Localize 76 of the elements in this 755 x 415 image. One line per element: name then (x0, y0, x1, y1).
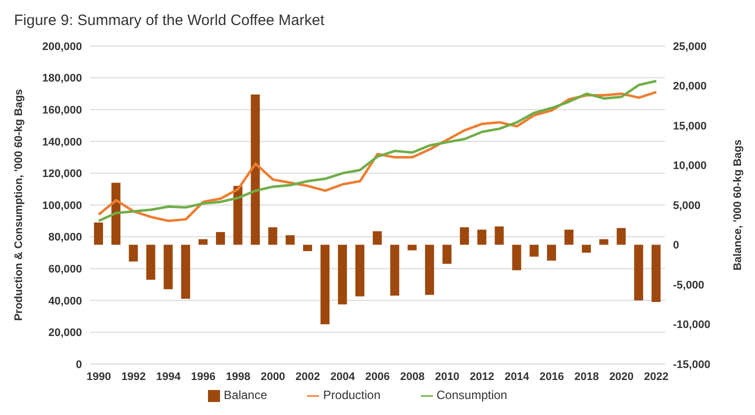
legend-label: Production (323, 388, 381, 402)
y-tick-label: 120,000 (42, 168, 82, 180)
bar (164, 244, 173, 290)
y-tick-label: 160,000 (42, 104, 82, 117)
y-axis-title: Production & Consumption, '000 60-kg Bags (12, 89, 25, 321)
bar (460, 227, 469, 245)
y-tick-label: 180,000 (42, 72, 82, 85)
bar (442, 244, 452, 264)
bar (128, 244, 138, 262)
bar (652, 244, 661, 302)
y-tick-label: 80,000 (48, 232, 82, 244)
y-tick-label: 60,000 (48, 264, 82, 276)
x-tick-label: 2002 (296, 370, 320, 383)
y2-tick-label: 0 (673, 240, 680, 252)
y2-tick-label: -5,000 (673, 279, 704, 292)
x-tick-label: 2016 (540, 370, 564, 383)
y-tick-label: 100,000 (42, 200, 82, 212)
bar (582, 244, 591, 253)
y-tick-label: 140,000 (42, 136, 82, 148)
bar (111, 182, 120, 245)
bar (286, 235, 295, 245)
y2-tick-label: 25,000 (673, 40, 707, 53)
x-tick-label: 2008 (400, 370, 425, 383)
bar (477, 230, 486, 245)
x-tick-label: 2022 (644, 370, 669, 383)
bar (425, 244, 434, 295)
bar (408, 244, 417, 250)
x-tick-label: 2010 (434, 370, 460, 383)
x-tick-label: 2004 (330, 370, 356, 383)
y2-tick-label: 20,000 (673, 80, 707, 93)
x-tick-label: 1992 (121, 370, 146, 383)
bar (372, 231, 382, 245)
x-tick-label: 1996 (191, 370, 216, 383)
bar (530, 244, 539, 257)
y2-tick-label: -10,000 (673, 319, 710, 332)
x-tick-label: 2000 (260, 370, 286, 383)
bar (268, 227, 278, 245)
y2-tick-label: -15,000 (673, 358, 710, 371)
x-tick-label: 2020 (609, 370, 634, 383)
chart-title: Figure 9: Summary of the World Coffee Market (13, 11, 326, 31)
bar (146, 244, 156, 280)
bar (634, 244, 644, 300)
bar (198, 239, 208, 245)
legend-label: Balance (224, 388, 268, 402)
bar (616, 228, 626, 245)
bar (233, 186, 242, 245)
bar (512, 244, 522, 270)
y-tick-label: 20,000 (48, 327, 82, 340)
legend-label: Consumption (436, 388, 508, 402)
bar (216, 232, 225, 245)
bar (494, 226, 504, 245)
x-tick-label: 2018 (574, 370, 599, 383)
y2-tick-label: 15,000 (673, 120, 707, 132)
bar (338, 244, 347, 304)
x-tick-label: 1990 (86, 370, 111, 383)
bar (599, 239, 608, 245)
x-tick-label: 2014 (504, 370, 530, 383)
y2-tick-label: 5,000 (673, 200, 701, 212)
bar (320, 244, 330, 324)
bar (250, 94, 260, 245)
bar (564, 230, 574, 245)
x-tick-label: 1994 (156, 370, 182, 383)
bar (355, 244, 364, 296)
y-tick-label: 200,000 (42, 40, 82, 53)
y-tick-label: 0 (76, 358, 82, 371)
x-tick-label: 1998 (226, 370, 250, 383)
bar (390, 244, 400, 296)
x-tick-label: 2012 (470, 370, 494, 383)
x-tick-label: 2006 (365, 370, 390, 383)
bar (94, 222, 103, 245)
y2-tick-label: 10,000 (673, 160, 707, 172)
bar (303, 244, 312, 252)
y-tick-label: 40,000 (48, 295, 82, 308)
bar (547, 244, 556, 261)
bar (181, 244, 190, 299)
y2-axis-title: Balance, '000 60-kg Bags (732, 139, 744, 271)
